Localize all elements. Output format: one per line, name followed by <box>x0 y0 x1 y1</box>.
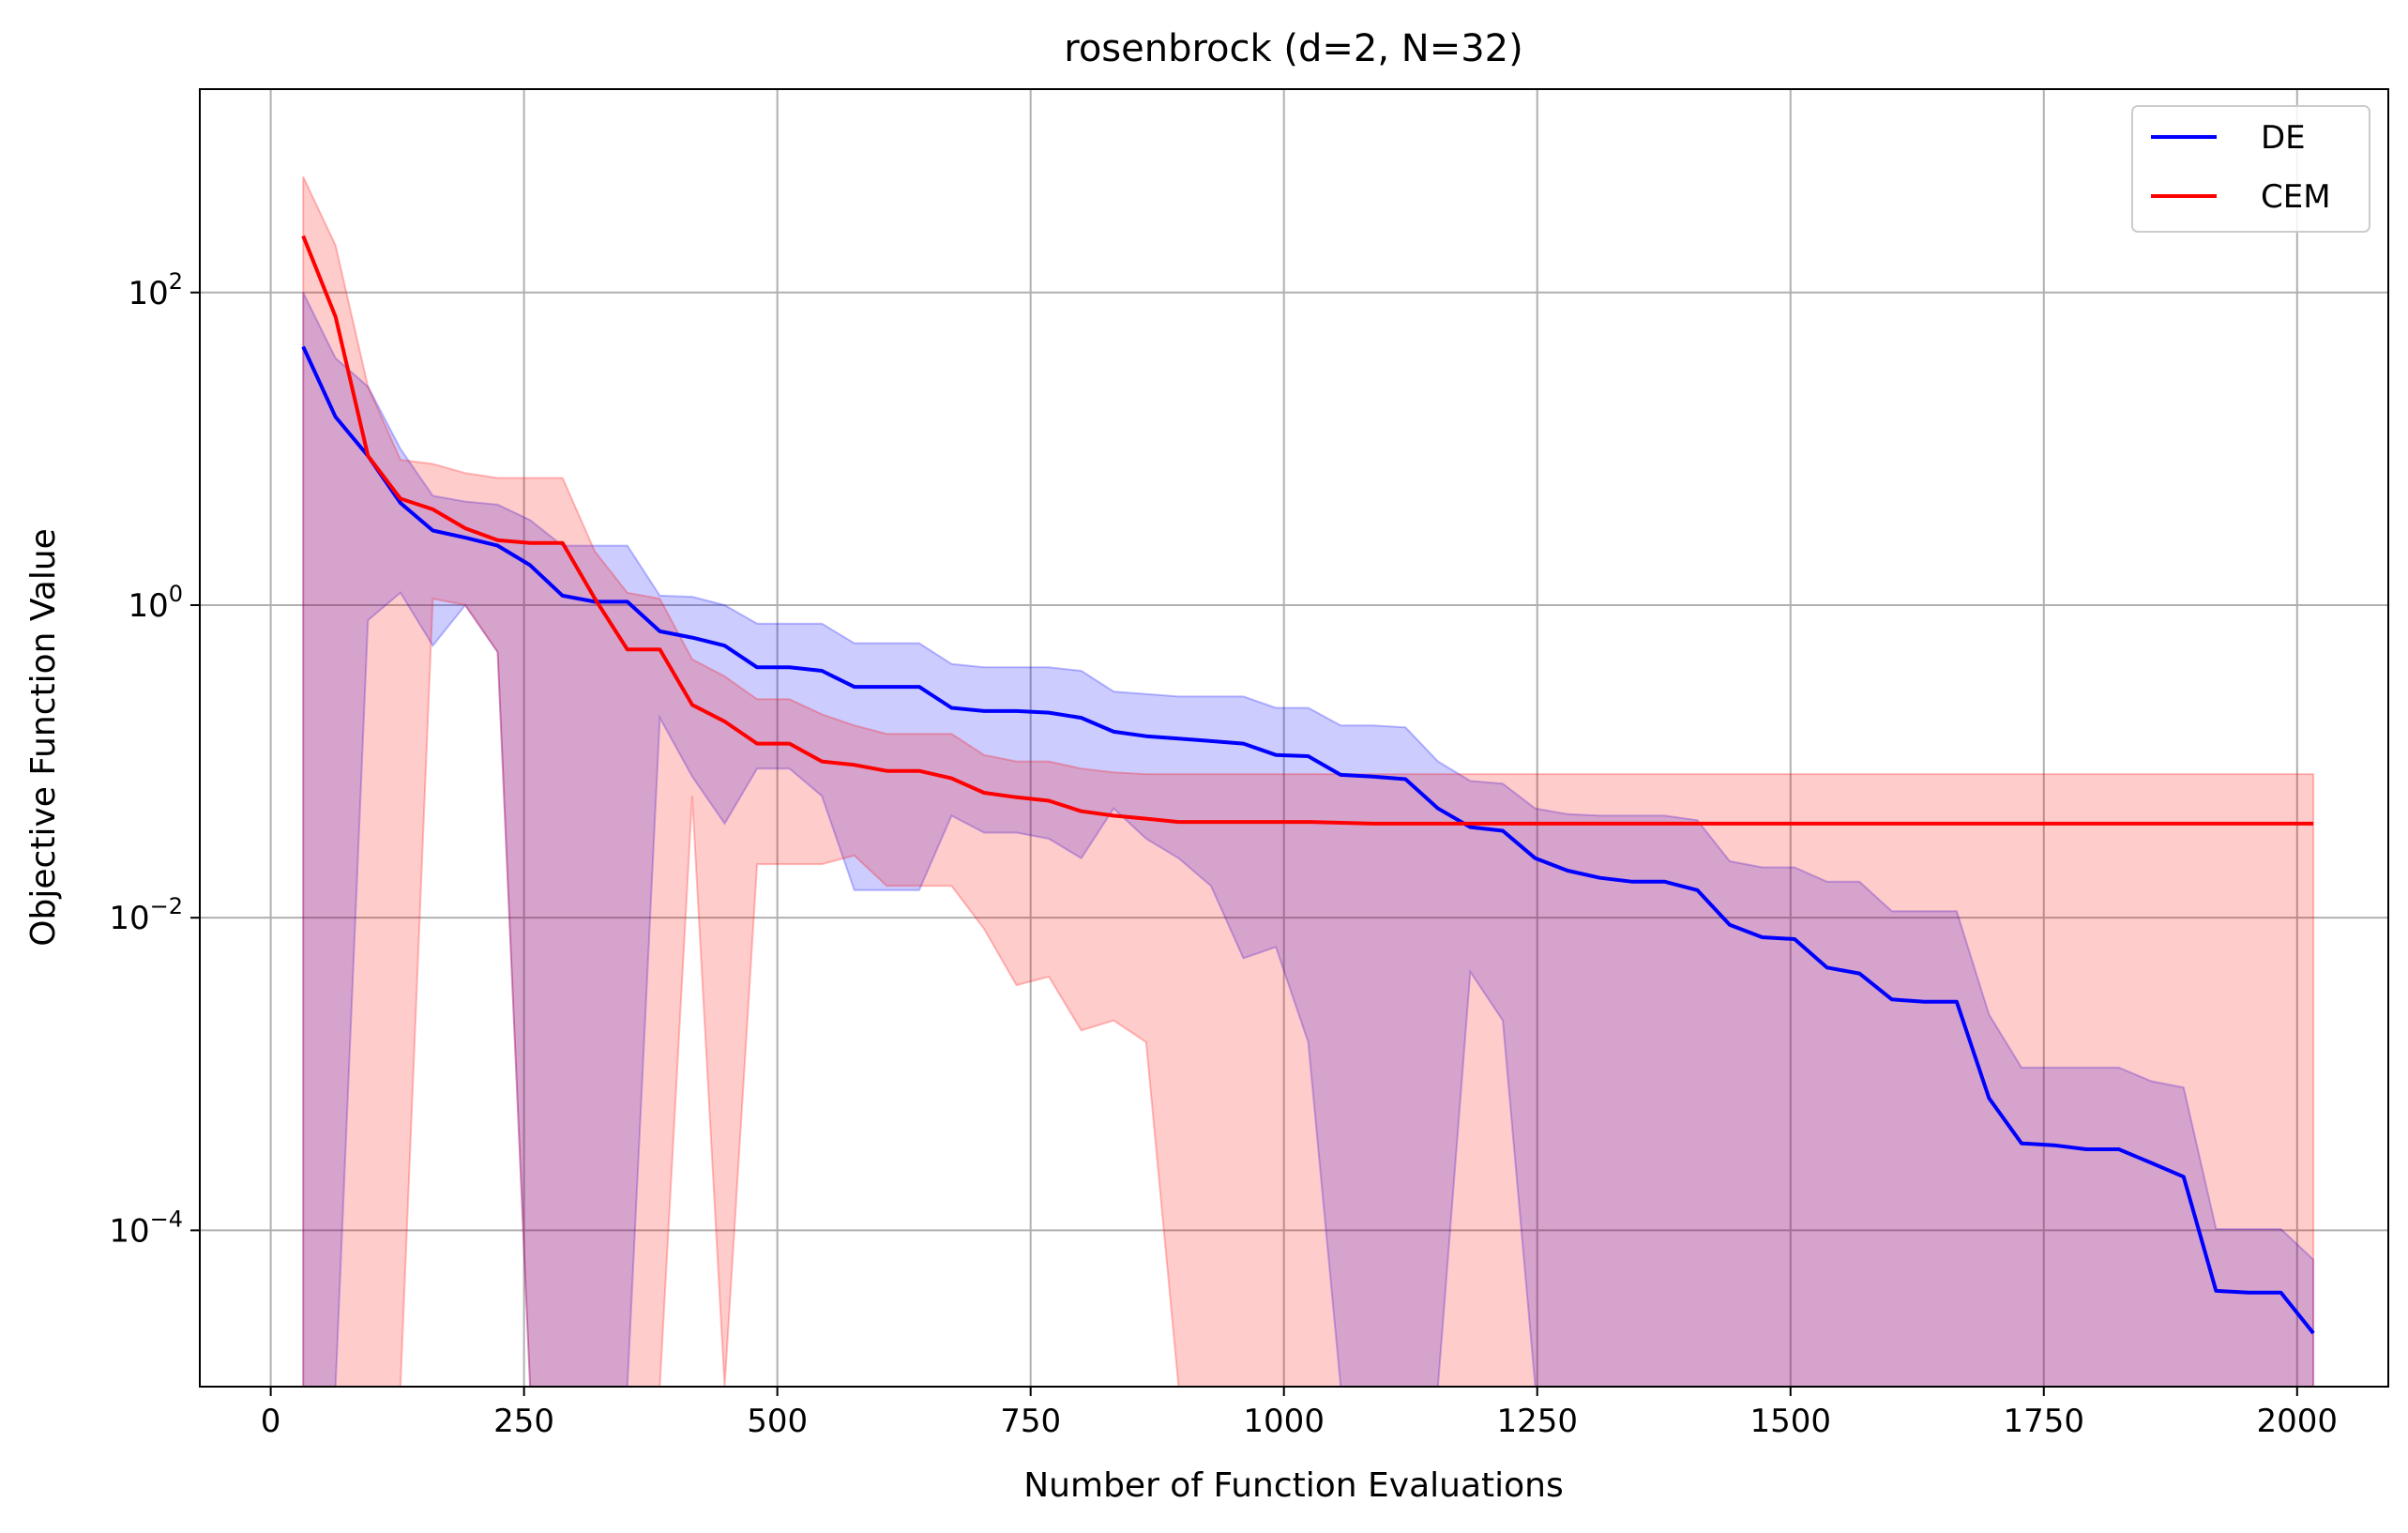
y-tick-label: 100 <box>128 581 183 625</box>
chart-title: rosenbrock (d=2, N=32) <box>1064 27 1522 70</box>
legend-box <box>2131 105 2370 233</box>
grid-lines <box>200 89 2388 1387</box>
legend: DE CEM <box>2131 105 2370 233</box>
x-tick-label: 250 <box>493 1403 554 1440</box>
x-tick-label: 500 <box>747 1403 808 1440</box>
line-de <box>301 345 2315 1335</box>
x-tick-label: 0 <box>261 1403 281 1440</box>
x-tick-label: 750 <box>1000 1403 1061 1440</box>
y-axis-title: Objective Function Value <box>24 528 63 947</box>
x-tick-label: 2000 <box>2257 1403 2339 1440</box>
y-tick-label: 102 <box>128 268 183 312</box>
x-axis-title: Number of Function Evaluations <box>1023 1466 1563 1505</box>
plot-frame <box>199 88 2389 1388</box>
line-cem <box>301 235 2314 826</box>
y-tick-label: 10−4 <box>109 1206 183 1250</box>
x-tick-label: 1000 <box>1243 1403 1325 1440</box>
y-tick-label: 10−2 <box>109 893 183 937</box>
legend-label-de: DE <box>2261 119 2306 157</box>
legend-label-cem: CEM <box>2261 178 2331 216</box>
x-tick-label: 1250 <box>1496 1403 1578 1440</box>
x-tick-label: 1500 <box>1749 1403 1831 1440</box>
series-lines <box>301 235 2315 1335</box>
x-axis-ticks: 0 250 500 750 1000 1250 1500 1750 2000 <box>261 1387 2338 1440</box>
x-tick-label: 1750 <box>2004 1403 2085 1440</box>
y-axis-ticks: 10−4 10−2 100 102 <box>109 268 200 1250</box>
